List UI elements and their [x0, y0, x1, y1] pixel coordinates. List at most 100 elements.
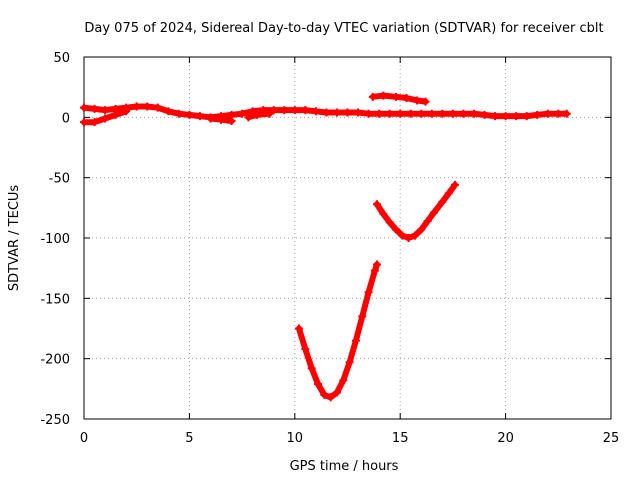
data-point: [533, 110, 542, 119]
data-point: [143, 102, 152, 111]
data-segment: [295, 260, 382, 402]
data-point: [295, 324, 304, 333]
data-point: [351, 336, 360, 345]
x-axis-label: GPS time / hours: [290, 459, 399, 474]
data-point: [373, 200, 382, 209]
data-point: [153, 103, 162, 112]
data-point: [379, 209, 388, 218]
data-point: [410, 231, 419, 240]
data-point: [174, 109, 183, 118]
data-point: [543, 109, 552, 118]
data-point: [164, 107, 173, 116]
data-point: [80, 118, 88, 127]
y-tick-label: -150: [40, 292, 70, 307]
data-point: [429, 208, 438, 217]
series-trace: [296, 261, 380, 401]
data-point: [368, 92, 377, 101]
data-point: [491, 112, 500, 121]
data-series: [80, 91, 571, 402]
x-tick-label: 25: [603, 431, 620, 446]
data-point: [396, 109, 405, 118]
data-point: [364, 288, 373, 297]
data-point: [373, 260, 382, 269]
data-point: [90, 118, 99, 127]
data-point: [423, 217, 432, 226]
data-point: [307, 364, 316, 373]
data-point: [417, 225, 426, 234]
data-point: [512, 112, 521, 121]
x-tick-label: 0: [80, 431, 88, 446]
data-point: [444, 189, 453, 198]
data-point: [311, 107, 320, 116]
data-point: [398, 231, 407, 240]
data-point: [217, 115, 226, 124]
data-point: [322, 108, 331, 117]
data-point: [227, 116, 236, 125]
data-point: [185, 110, 194, 119]
data-point: [391, 92, 400, 101]
data-point: [290, 106, 299, 115]
data-point: [90, 104, 99, 113]
data-point: [345, 358, 354, 367]
data-point: [280, 106, 289, 115]
data-point: [421, 97, 430, 106]
axis-ticks: 0 5 10 15 20 25 -250 -200 -150 -100 -50 0 50: [40, 51, 619, 446]
series-trace: [374, 181, 458, 241]
y-tick-label: -100: [40, 232, 70, 247]
data-segment: [373, 180, 460, 242]
data-point: [417, 109, 426, 118]
data-point: [370, 266, 379, 275]
data-point: [391, 225, 400, 234]
data-point: [326, 393, 335, 402]
data-point: [469, 109, 478, 118]
data-point: [354, 108, 363, 117]
data-point: [385, 109, 394, 118]
data-point: [195, 112, 204, 121]
data-point: [402, 94, 411, 103]
data-point: [332, 388, 341, 397]
data-point: [379, 91, 388, 100]
data-point: [358, 312, 367, 321]
y-tick-label: -200: [40, 353, 70, 368]
data-point: [111, 110, 120, 119]
data-point: [343, 108, 352, 117]
data-segment: [368, 91, 430, 106]
x-tick-label: 5: [185, 431, 193, 446]
data-point: [238, 109, 247, 118]
data-point: [80, 103, 88, 112]
data-point: [132, 102, 141, 111]
y-tick-label: -250: [40, 413, 70, 428]
data-point: [385, 218, 394, 227]
data-point: [459, 109, 468, 118]
y-tick-label: 0: [62, 111, 70, 126]
x-tick-label: 15: [392, 431, 409, 446]
data-point: [301, 106, 310, 115]
data-point: [501, 112, 510, 121]
data-point: [101, 114, 110, 123]
data-point: [301, 345, 310, 354]
y-tick-label: -50: [49, 172, 70, 187]
data-point: [554, 109, 563, 118]
data-segment: [80, 107, 131, 127]
x-tick-label: 20: [497, 431, 514, 446]
y-axis-label: SDTVAR / TECUs: [7, 185, 22, 292]
data-point: [339, 376, 348, 385]
x-tick-label: 10: [287, 431, 304, 446]
data-point: [522, 112, 531, 121]
data-point: [332, 108, 341, 117]
data-segment: [80, 102, 571, 122]
data-point: [404, 234, 413, 242]
data-point: [320, 390, 329, 399]
data-point: [427, 109, 436, 118]
data-segment: [244, 109, 274, 122]
data-point: [269, 106, 278, 115]
data-point: [413, 96, 422, 105]
data-point: [438, 197, 447, 206]
data-point: [448, 109, 457, 118]
data-point: [480, 110, 489, 119]
data-segment: [206, 114, 236, 125]
chart-title: Day 075 of 2024, Sidereal Day-to-day VTE…: [84, 21, 603, 36]
data-point: [244, 113, 253, 122]
data-point: [252, 110, 261, 119]
